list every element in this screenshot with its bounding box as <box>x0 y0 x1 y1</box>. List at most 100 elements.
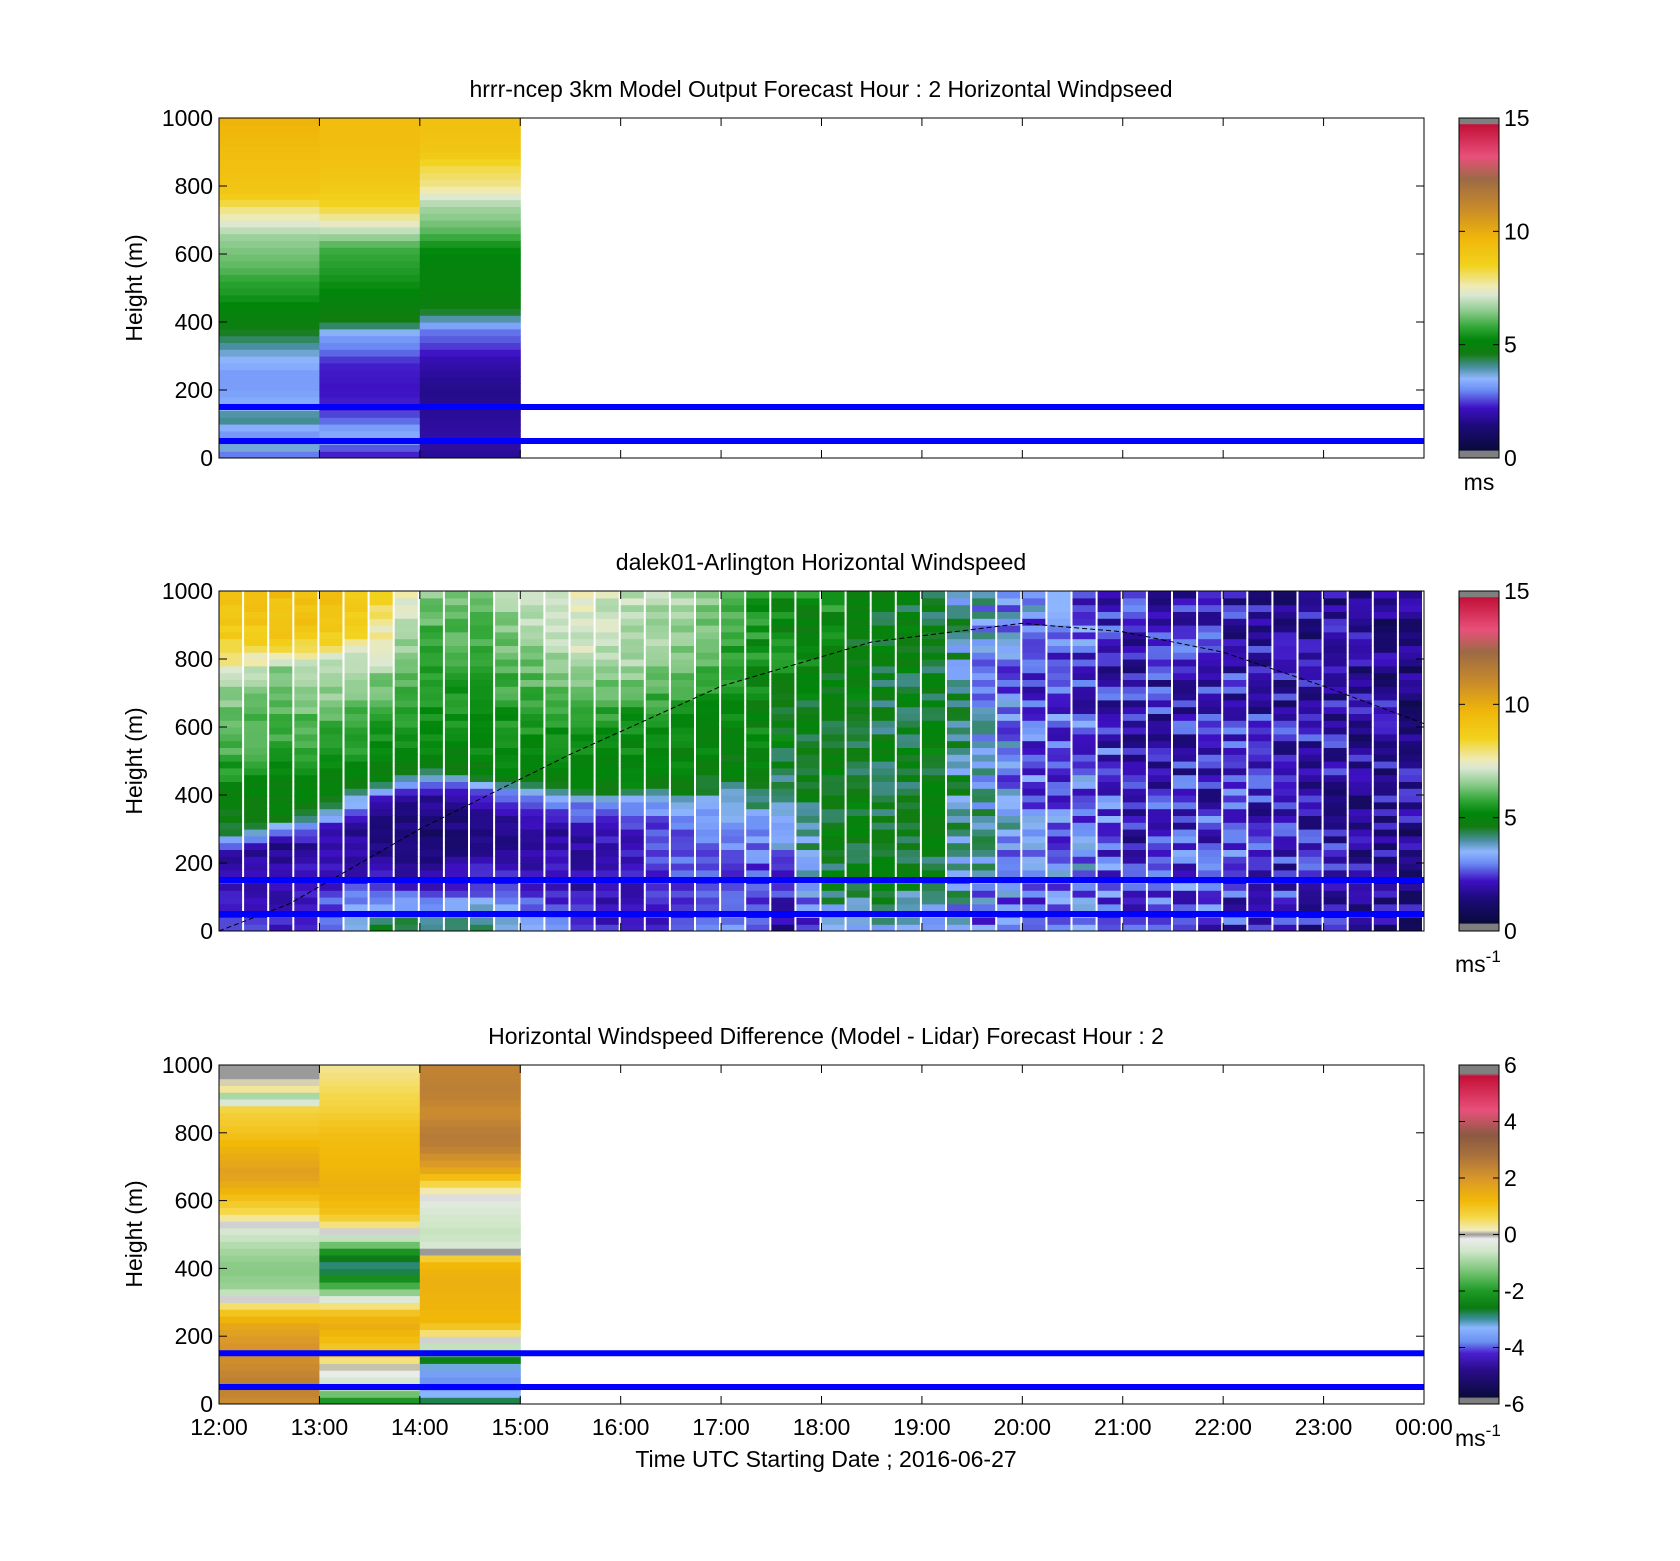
heatmap-cell <box>1298 856 1322 864</box>
heatmap-cell <box>947 638 971 646</box>
heatmap-cell <box>821 808 845 816</box>
heatmap-cell <box>921 597 945 606</box>
heatmap-cell <box>1022 897 1046 905</box>
heatmap-cell <box>1373 693 1397 701</box>
heatmap-cell <box>746 788 770 796</box>
heatmap-cell <box>721 822 745 830</box>
heatmap-cell <box>821 869 845 878</box>
heatmap-cell <box>1248 897 1272 905</box>
heatmap-cell <box>219 1105 320 1114</box>
heatmap-cell <box>721 781 745 789</box>
heatmap-cell <box>771 679 795 687</box>
heatmap-cell <box>219 1315 320 1324</box>
heatmap-cell <box>570 829 594 837</box>
heatmap-cell <box>746 897 770 905</box>
heatmap-cell <box>871 686 895 694</box>
heatmap-cell <box>796 903 820 912</box>
heatmap-cell <box>545 652 569 660</box>
heatmap-cell <box>1198 699 1222 708</box>
heatmap-cell <box>319 665 343 674</box>
heatmap-cell <box>219 410 320 418</box>
x-tick-label: 12:00 <box>190 1414 248 1440</box>
heatmap-cell <box>1122 720 1146 728</box>
heatmap-cell <box>721 611 745 619</box>
heatmap-cell <box>846 829 870 837</box>
heatmap-cell <box>696 869 720 878</box>
heatmap-cell <box>921 849 945 857</box>
heatmap-cell <box>419 1139 521 1147</box>
heatmap-cell <box>444 903 468 912</box>
heatmap-cell <box>1298 720 1322 728</box>
heatmap-cell <box>1047 645 1071 653</box>
heatmap-cell <box>1122 652 1146 660</box>
heatmap-cell <box>319 849 343 857</box>
heatmap-cell <box>1147 869 1171 878</box>
heatmap-cell <box>796 774 820 782</box>
heatmap-cell <box>746 890 770 898</box>
heatmap-cell <box>1348 856 1372 864</box>
heatmap-cell <box>1323 917 1347 925</box>
heatmap-cell <box>947 917 971 925</box>
heatmap-cell <box>796 767 820 776</box>
heatmap-cell <box>1122 808 1146 816</box>
heatmap-cell <box>1348 801 1372 810</box>
heatmap-cell <box>419 856 443 864</box>
heatmap-cell <box>219 1159 320 1168</box>
heatmap-cell <box>419 1132 521 1141</box>
heatmap-cell <box>294 767 318 776</box>
y-tick-label: 400 <box>175 782 213 808</box>
heatmap-cell <box>1097 890 1121 898</box>
heatmap-cell <box>570 618 594 626</box>
heatmap-cell <box>269 808 293 816</box>
heatmap-cell <box>545 618 569 626</box>
heatmap-cell <box>419 747 443 755</box>
heatmap-cell <box>219 247 320 255</box>
heatmap-cell <box>670 883 694 891</box>
heatmap-cell <box>369 733 393 742</box>
heatmap-cell <box>846 652 870 660</box>
heatmap-cell <box>319 1302 421 1310</box>
heatmap-cell <box>846 713 870 721</box>
heatmap-cell <box>219 686 243 694</box>
heatmap-cell <box>696 638 720 646</box>
heatmap-cell <box>219 604 243 612</box>
heatmap-cell <box>721 767 745 776</box>
heatmap-cell <box>595 801 619 810</box>
heatmap-cell <box>419 179 521 187</box>
heatmap-cell <box>269 720 293 728</box>
heatmap-cell <box>1122 822 1146 830</box>
heatmap-cell <box>1047 808 1071 816</box>
heatmap-cell <box>645 761 669 769</box>
heatmap-cell <box>696 652 720 660</box>
heatmap-cell <box>972 720 996 728</box>
heatmap-cell <box>871 733 895 742</box>
heatmap-cell <box>1198 890 1222 898</box>
heatmap-cell <box>570 611 594 619</box>
x-tick-label: 21:00 <box>1094 1414 1152 1440</box>
heatmap-cell <box>1198 652 1222 660</box>
colorbar-tick-label: -6 <box>1504 1391 1524 1417</box>
heatmap-cell <box>645 659 669 667</box>
heatmap-cell <box>997 774 1021 782</box>
heatmap-cell <box>620 924 644 931</box>
heatmap-cell <box>696 706 720 714</box>
heatmap-cell <box>595 604 619 612</box>
heatmap-cell <box>1373 720 1397 728</box>
heatmap-cell <box>645 754 669 762</box>
heatmap-cell <box>947 761 971 769</box>
heatmap-cell <box>1373 781 1397 789</box>
heatmap-cell <box>419 226 521 235</box>
heatmap-cell <box>344 625 368 633</box>
heatmap-cell <box>1323 788 1347 796</box>
heatmap-cell <box>219 1132 320 1141</box>
heatmap-cell <box>821 740 845 748</box>
heatmap-cell <box>419 1275 521 1283</box>
heatmap-cell <box>997 686 1021 694</box>
heatmap-cell <box>746 835 770 844</box>
heatmap-cell <box>470 686 494 694</box>
heatmap-cell <box>545 591 569 599</box>
heatmap-cell <box>846 767 870 776</box>
chart-title: hrrr-ncep 3km Model Output Forecast Hour… <box>469 76 1172 102</box>
heatmap-cell <box>244 774 268 782</box>
heatmap-cell <box>419 192 521 201</box>
